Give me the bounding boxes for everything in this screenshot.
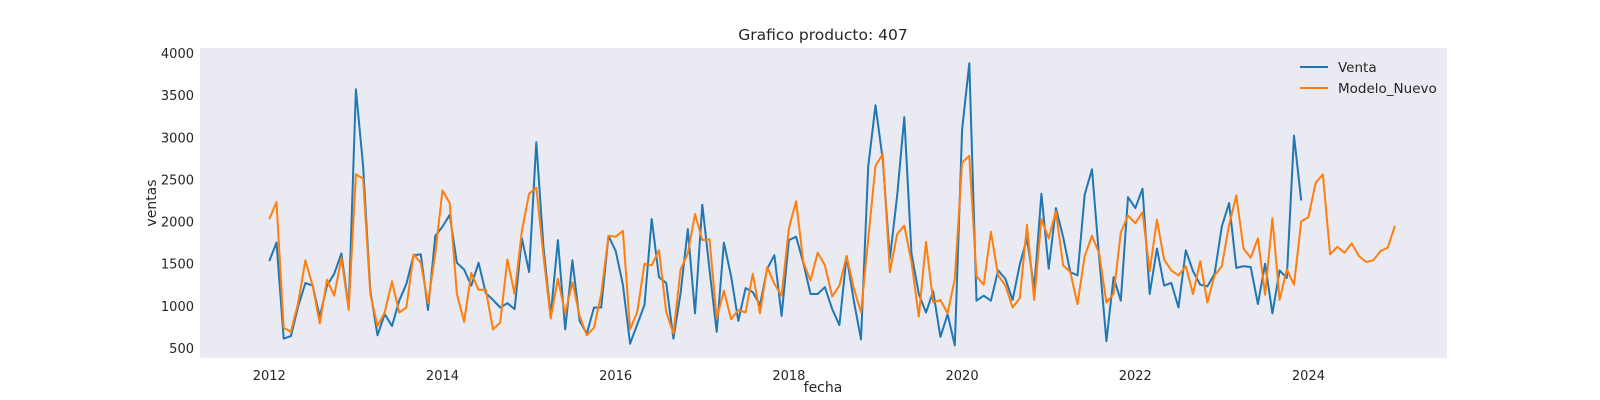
y-tick-label: 500 [169,342,194,357]
x-tick-label: 2012 [253,369,286,384]
y-tick-label: 1500 [161,258,194,273]
legend-label-venta: Venta [1338,60,1377,76]
legend: Venta Modelo_Nuevo [1300,60,1437,97]
chart-title: Grafico producto: 407 [738,26,907,44]
x-tick-label: 2016 [599,369,632,384]
x-axis: 2012 2014 2016 2018 2020 2022 2024 [253,369,1325,384]
x-tick-label: 2018 [772,369,805,384]
legend-label-modelo-nuevo: Modelo_Nuevo [1338,81,1437,97]
x-tick-label: 2014 [426,369,459,384]
series-lines [268,62,1396,347]
y-axis-label: ventas [144,179,160,226]
plot-area [200,48,1447,358]
y-tick-label: 3500 [161,89,194,104]
y-tick-label: 1000 [161,300,194,315]
series-line-venta [268,62,1303,347]
x-tick-label: 2020 [946,369,979,384]
y-axis: 500 1000 1500 2000 2500 3000 3500 4000 [161,47,194,357]
y-tick-label: 2500 [161,173,194,188]
y-tick-label: 2000 [161,216,194,231]
y-tick-label: 4000 [161,47,194,62]
x-axis-label: fecha [804,380,843,396]
series-line-modelo-nuevo [268,153,1396,337]
x-tick-label: 2022 [1119,369,1152,384]
x-tick-label: 2024 [1292,369,1325,384]
y-tick-label: 3000 [161,131,194,146]
